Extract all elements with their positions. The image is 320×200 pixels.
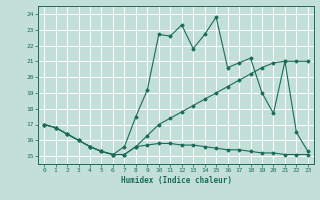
X-axis label: Humidex (Indice chaleur): Humidex (Indice chaleur): [121, 176, 231, 185]
